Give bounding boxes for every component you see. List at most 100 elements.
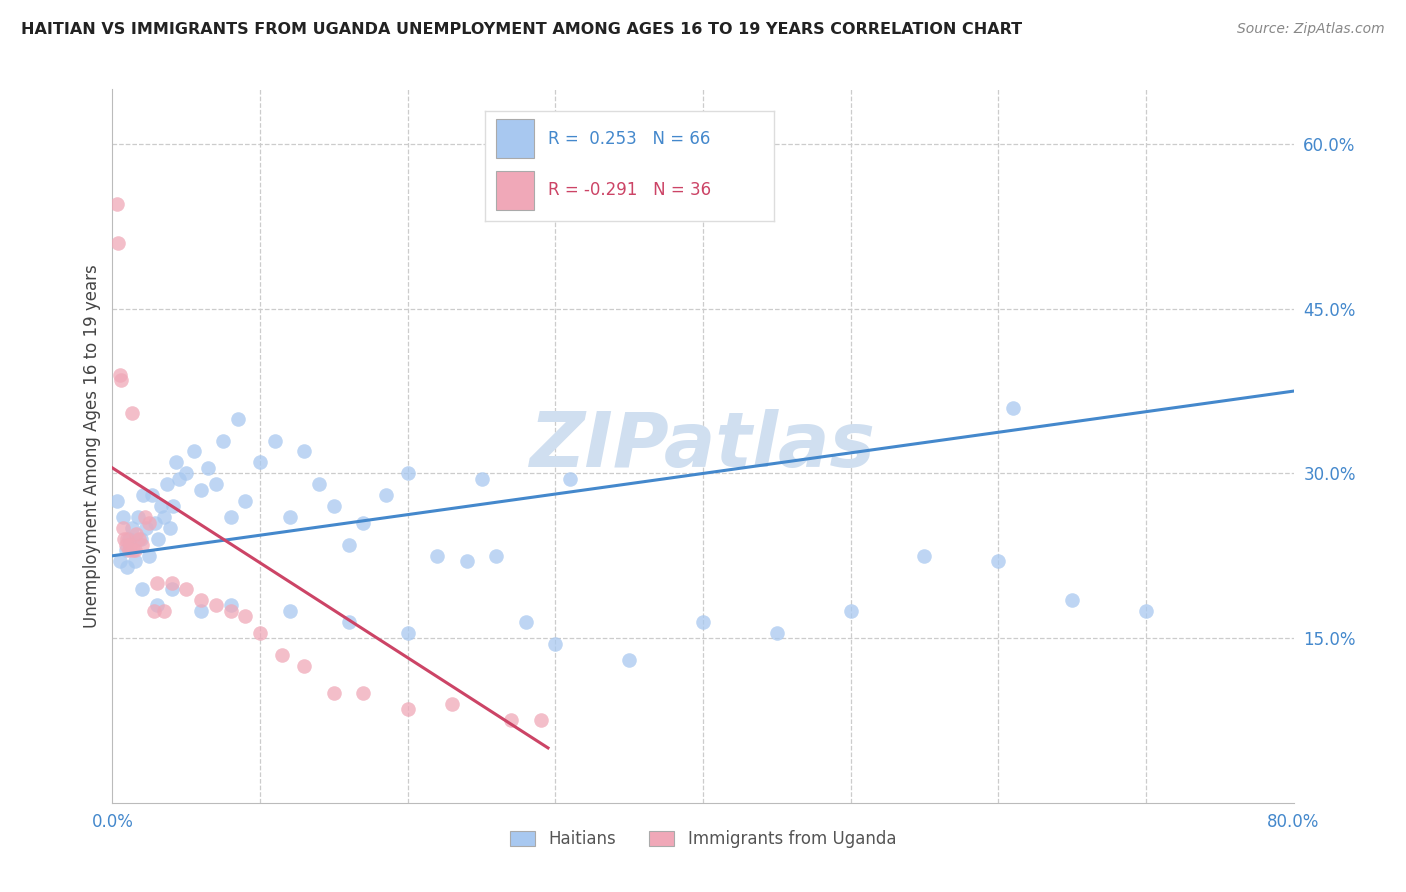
- Text: HAITIAN VS IMMIGRANTS FROM UGANDA UNEMPLOYMENT AMONG AGES 16 TO 19 YEARS CORRELA: HAITIAN VS IMMIGRANTS FROM UGANDA UNEMPL…: [21, 22, 1022, 37]
- Point: [205, 598, 228, 612]
- Point: [205, 477, 228, 491]
- Point: [1001, 401, 1024, 415]
- Point: [150, 500, 173, 514]
- Point: [219, 510, 242, 524]
- Point: [122, 543, 145, 558]
- Point: [111, 521, 134, 535]
- Point: [134, 510, 156, 524]
- Point: [117, 559, 138, 574]
- Point: [114, 543, 136, 558]
- Point: [233, 609, 256, 624]
- Point: [323, 686, 346, 700]
- Point: [110, 373, 132, 387]
- Point: [105, 494, 128, 508]
- Point: [143, 516, 166, 530]
- Point: [124, 543, 146, 558]
- Point: [162, 500, 184, 514]
- Point: [292, 444, 315, 458]
- Point: [190, 604, 212, 618]
- Point: [839, 604, 862, 618]
- Point: [441, 697, 464, 711]
- Point: [292, 658, 315, 673]
- Point: [544, 637, 567, 651]
- Point: [396, 702, 419, 716]
- Y-axis label: Unemployment Among Ages 16 to 19 years: Unemployment Among Ages 16 to 19 years: [83, 264, 101, 628]
- Point: [174, 467, 197, 481]
- Point: [165, 455, 187, 469]
- Point: [128, 533, 150, 547]
- Point: [121, 521, 143, 535]
- Point: [159, 521, 181, 535]
- Point: [132, 488, 155, 502]
- Point: [129, 533, 152, 547]
- Point: [233, 494, 256, 508]
- Point: [278, 510, 301, 524]
- Point: [107, 235, 129, 250]
- Point: [515, 615, 537, 629]
- Point: [485, 549, 508, 563]
- Point: [131, 582, 153, 596]
- Point: [108, 368, 131, 382]
- Point: [323, 500, 346, 514]
- Point: [135, 521, 157, 535]
- Point: [914, 549, 936, 563]
- Point: [127, 510, 149, 524]
- Point: [249, 625, 271, 640]
- Point: [160, 582, 183, 596]
- Point: [153, 510, 176, 524]
- Point: [111, 510, 134, 524]
- Point: [987, 554, 1010, 568]
- Point: [156, 477, 179, 491]
- Point: [226, 411, 249, 425]
- Point: [118, 533, 141, 547]
- Point: [167, 472, 190, 486]
- Legend: Haitians, Immigrants from Uganda: Haitians, Immigrants from Uganda: [503, 824, 903, 855]
- Point: [146, 576, 169, 591]
- Point: [426, 549, 449, 563]
- Point: [271, 648, 294, 662]
- Point: [174, 582, 197, 596]
- Point: [396, 467, 419, 481]
- Point: [131, 538, 153, 552]
- Point: [108, 554, 131, 568]
- Point: [501, 714, 523, 728]
- Point: [197, 461, 219, 475]
- Point: [212, 434, 235, 448]
- Point: [1135, 604, 1157, 618]
- Point: [619, 653, 641, 667]
- Point: [219, 598, 242, 612]
- Point: [190, 592, 212, 607]
- Point: [190, 483, 212, 497]
- Point: [160, 576, 183, 591]
- Point: [120, 538, 142, 552]
- Point: [142, 604, 165, 618]
- Point: [352, 686, 374, 700]
- Point: [125, 526, 148, 541]
- Point: [766, 625, 789, 640]
- Point: [114, 538, 136, 552]
- Point: [112, 533, 135, 547]
- Point: [264, 434, 287, 448]
- Point: [219, 604, 242, 618]
- Point: [529, 714, 551, 728]
- Text: ZIPatlas: ZIPatlas: [530, 409, 876, 483]
- Point: [352, 516, 374, 530]
- Point: [105, 197, 128, 211]
- Point: [249, 455, 271, 469]
- Point: [146, 598, 169, 612]
- Point: [1062, 592, 1084, 607]
- Point: [124, 554, 146, 568]
- Point: [118, 543, 141, 558]
- Point: [692, 615, 714, 629]
- Point: [148, 533, 170, 547]
- Text: Source: ZipAtlas.com: Source: ZipAtlas.com: [1237, 22, 1385, 37]
- Point: [138, 549, 160, 563]
- Point: [153, 604, 176, 618]
- Point: [456, 554, 478, 568]
- Point: [470, 472, 494, 486]
- Point: [396, 625, 419, 640]
- Point: [337, 615, 360, 629]
- Point: [141, 488, 163, 502]
- Point: [278, 604, 301, 618]
- Point: [117, 533, 138, 547]
